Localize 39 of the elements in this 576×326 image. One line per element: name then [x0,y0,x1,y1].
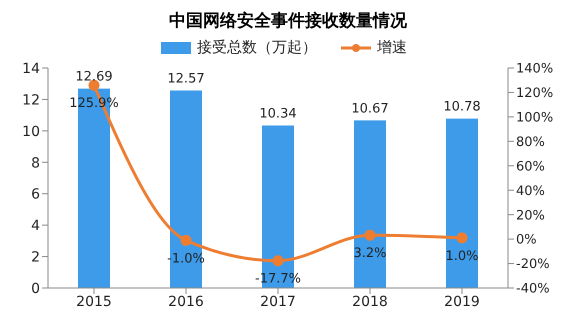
y-tick-label: 14 [22,60,40,77]
y2-tick-label: 100% [516,110,554,126]
legend-label: 增速 [376,38,407,57]
y-tick-label: 4 [31,218,40,234]
y2-tick-label: 140% [516,62,554,77]
y2-tick-label: 40% [516,184,545,199]
y2-tick-label: 120% [516,86,554,102]
y2-tick-label: 20% [516,208,545,224]
point [180,234,192,246]
x-tick-label: 2018 [352,294,388,310]
data-label: 10.34 [259,106,297,122]
bar [354,120,386,288]
y-tick-label: 10 [22,124,40,140]
chart-title: 中国网络安全事件接收数量情况 [168,10,408,33]
y-tick-label: 12 [22,92,40,108]
x-tick-label: 2017 [260,294,296,310]
y-tick-label: 0 [31,280,40,297]
data-label: 12.69 [75,70,113,85]
point [456,232,468,244]
data-label: 10.67 [351,101,389,116]
data-label: 12.57 [167,71,205,86]
point [364,230,376,241]
y2-tick-label: -20% [516,257,550,272]
data-label: 3.2% [353,246,387,262]
y2-tick-label: 0% [516,232,537,248]
y2-tick-label: -40% [516,282,550,297]
y-tick-label: 6 [31,186,40,203]
y2-tick-label: 80% [516,134,545,150]
data-label: 10.78 [443,100,481,115]
x-tick-label: 2016 [168,294,204,310]
x-tick-label: 2019 [444,294,480,310]
point [272,255,284,266]
data-label: 1.0% [445,248,479,264]
y2-tick-label: 60% [516,159,545,174]
y-tick-label: 8 [31,155,40,172]
bar [446,118,478,288]
y-tick-label: 2 [31,250,40,266]
x-tick-label: 2015 [76,294,112,310]
legend-label: 接受总数（万起） [196,38,317,57]
